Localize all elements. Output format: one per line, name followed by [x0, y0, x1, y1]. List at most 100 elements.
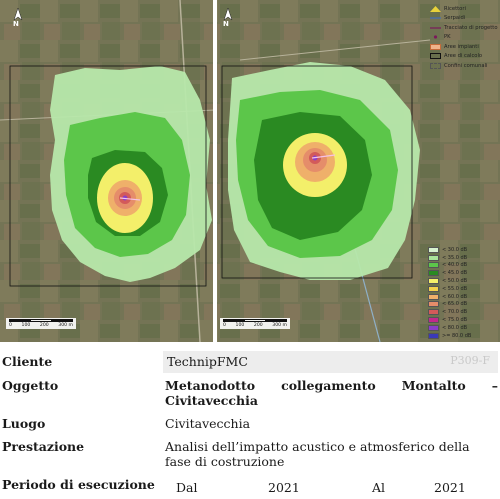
- prestazione-label: Prestazione: [2, 439, 85, 454]
- isophone-legend-item: < 35.0 dB: [428, 254, 500, 262]
- legend-item: Tracciato di progetto: [430, 23, 500, 33]
- isophone-label: < 60.0 dB: [442, 293, 468, 300]
- legend-item: Aree di calcolo: [430, 52, 500, 62]
- north-label-right: N: [223, 20, 229, 28]
- isophone-legend-item: >= 80.0 dB: [428, 332, 500, 340]
- periodo-row: Periodo di esecuzione Dal 2021 Al 2021: [0, 477, 500, 495]
- isophone-swatch: [428, 324, 439, 331]
- isophone-label: < 40.0 dB: [442, 262, 468, 269]
- isophone-label: < 50.0 dB: [442, 278, 468, 285]
- boundary-box-icon: [430, 62, 441, 69]
- scale-tick: 0: [9, 323, 12, 328]
- isophone-legend-item: < 45.0 dB: [428, 269, 500, 277]
- scale-bar-left: 0 100 200 300 m: [6, 318, 76, 329]
- oggetto-word: Metanodotto: [165, 378, 256, 393]
- scale-tick: 200: [253, 323, 263, 328]
- orange-area-icon: [430, 43, 441, 50]
- left-noise-contours: [9, 65, 212, 287]
- luogo-label: Luogo: [2, 416, 46, 431]
- cliente-label: Cliente: [2, 354, 53, 369]
- noise-maps-svg: [0, 0, 500, 342]
- oggetto-word: collegamento: [281, 378, 376, 393]
- isophone-swatch: [428, 270, 439, 277]
- cliente-value-box: TechnipFMC P309-F: [163, 351, 498, 373]
- luogo-value: Civitavecchia: [165, 416, 251, 431]
- scale-tick: 300 m: [272, 323, 287, 328]
- isophone-legend-item: < 50.0 dB: [428, 277, 500, 285]
- isophone-swatch: [428, 301, 439, 308]
- line-blue-icon: [430, 15, 441, 21]
- isophone-swatch: [428, 332, 439, 339]
- isophone-legend-item: < 40.0 dB: [428, 262, 500, 270]
- legend-label: Serpaidi: [444, 15, 466, 22]
- scale-tick: 200: [39, 323, 49, 328]
- prestazione-value: Analisi dell’impatto acustico e atmosfer…: [165, 439, 470, 469]
- isophone-swatch: [428, 293, 439, 300]
- scale-bar-right: 0 100 200 300 m: [220, 318, 290, 329]
- isophone-label: < 70.0 dB: [442, 309, 468, 316]
- project-info-table: Cliente TechnipFMC P309-F Oggetto Metano…: [0, 345, 500, 499]
- legend-label: Ricettori: [444, 5, 466, 12]
- legend-item: PK: [430, 33, 500, 43]
- isophone-legend-item: < 55.0 dB: [428, 285, 500, 293]
- isophone-label: < 35.0 dB: [442, 254, 468, 261]
- isophone-label: < 55.0 dB: [442, 285, 468, 292]
- scale-tick: 300 m: [58, 323, 73, 328]
- oggetto-word: –: [491, 378, 498, 393]
- al-label: Al: [372, 480, 386, 495]
- legend-label: Aree di calcolo: [444, 53, 483, 60]
- luogo-row: Luogo Civitavecchia: [0, 416, 500, 434]
- oggetto-word: Montalto: [401, 378, 466, 393]
- isophone-legend-item: < 75.0 dB: [428, 316, 500, 324]
- scale-tick: 0: [223, 323, 226, 328]
- isophone-swatch: [428, 285, 439, 292]
- noise-map-figure: N N 0 100 200 300 m 0 100 200 300 m Rice…: [0, 0, 500, 342]
- legend-label: Aree impianti: [444, 43, 479, 50]
- cliente-value: TechnipFMC: [167, 354, 248, 369]
- isophone-swatch: [428, 262, 439, 269]
- line-dark-icon: [430, 25, 441, 31]
- north-arrow-right-icon: [223, 7, 233, 21]
- isophone-swatch: [428, 254, 439, 261]
- north-arrow-left-icon: [13, 7, 23, 21]
- legend-item: Confini comunali: [430, 61, 500, 71]
- prestazione-row: Prestazione Analisi dell’impatto acustic…: [0, 439, 500, 473]
- isophone-label: < 75.0 dB: [442, 317, 468, 324]
- ricettori-icon: [430, 5, 441, 12]
- isophone-label: < 45.0 dB: [442, 270, 468, 277]
- isophone-swatch: [428, 278, 439, 285]
- legend-item: Serpaidi: [430, 14, 500, 24]
- scale-tick: 100: [21, 323, 31, 328]
- dal-value: 2021: [268, 480, 300, 495]
- calc-box-icon: [430, 53, 441, 60]
- oggetto-row: Oggetto Metanodotto collegamento Montalt…: [0, 377, 500, 411]
- dal-label: Dal: [176, 480, 198, 495]
- isophone-legend-item: < 60.0 dB: [428, 293, 500, 301]
- al-value: 2021: [434, 480, 466, 495]
- isophone-label: < 80.0 dB: [442, 324, 468, 331]
- isophone-label: >= 80.0 dB: [442, 332, 472, 339]
- isophone-swatch: [428, 246, 439, 253]
- isophone-swatch: [428, 317, 439, 324]
- oggetto-line2: Civitavecchia: [165, 393, 258, 408]
- legend-item: Aree impianti: [430, 42, 500, 52]
- oggetto-label: Oggetto: [2, 378, 59, 393]
- scale-tick: 100: [235, 323, 245, 328]
- right-noise-contours: [221, 62, 420, 280]
- oggetto-value: Metanodotto collegamento Montalto – Civi…: [165, 378, 498, 408]
- legend-item: Ricettori: [430, 4, 500, 14]
- pk-dot-icon: [430, 34, 441, 40]
- isophone-legend-item: < 30.0 dB: [428, 246, 500, 254]
- legend-label: PK: [444, 34, 451, 41]
- map-legend: Ricettori Serpaidi Tracciato di progetto…: [430, 4, 500, 92]
- legend-label: Tracciato di progetto: [444, 24, 498, 31]
- cliente-row: Cliente TechnipFMC P309-F: [0, 351, 500, 373]
- isophone-legend-item: < 65.0 dB: [428, 301, 500, 309]
- project-code: P309-F: [450, 354, 490, 367]
- periodo-label: Periodo di esecuzione: [2, 477, 155, 492]
- isophone-label: < 30.0 dB: [442, 246, 468, 253]
- isophone-legend: < 30.0 dB < 35.0 dB < 40.0 dB < 45.0 dB < 50…: [428, 246, 500, 340]
- north-label-left: N: [13, 20, 19, 28]
- isophone-swatch: [428, 309, 439, 316]
- isophone-label: < 65.0 dB: [442, 301, 468, 308]
